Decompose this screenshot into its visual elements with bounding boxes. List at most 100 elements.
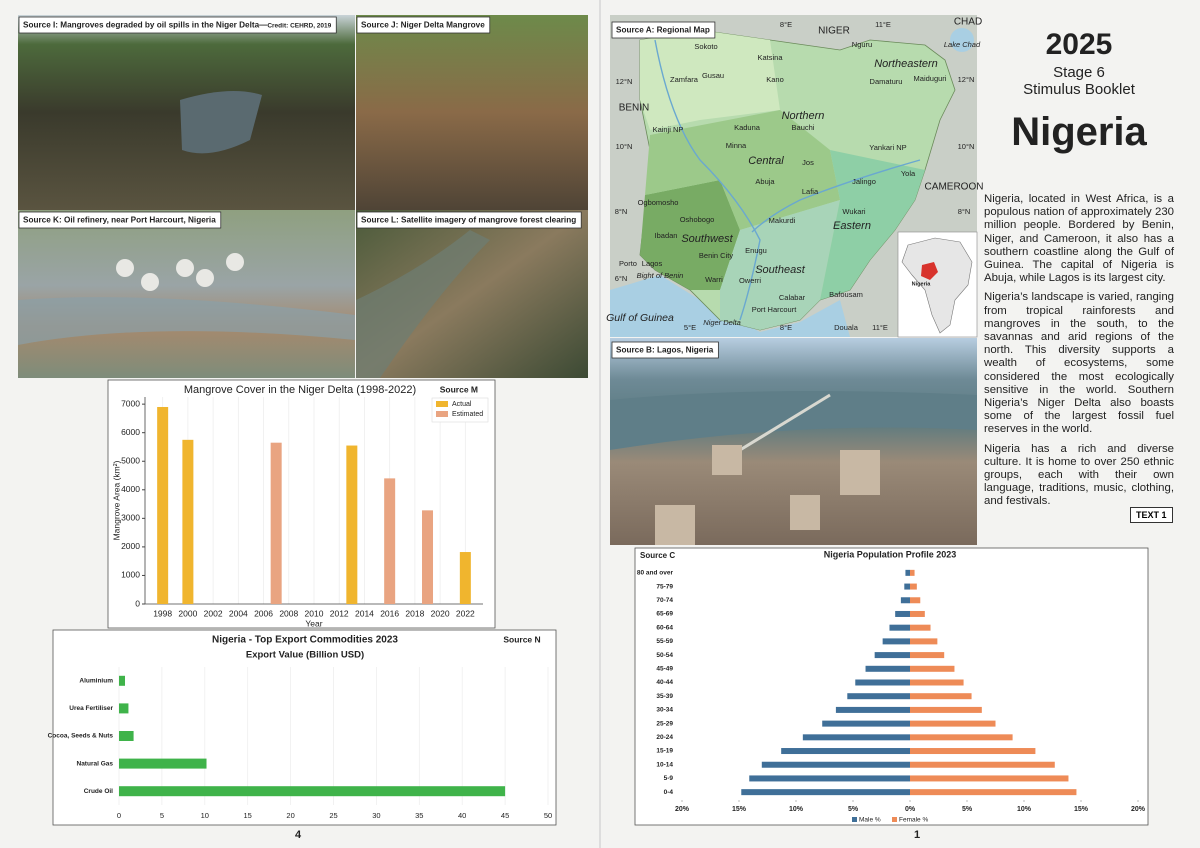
y-tick-label: Natural Gas [77, 760, 114, 767]
map-label: Gusau [702, 71, 724, 80]
caption-text: Source J: Niger Delta Mangrove [361, 21, 485, 30]
region-east [820, 150, 925, 300]
chart-frame [634, 547, 1149, 826]
paragraph: Nigeria’s landscape is varied, ranging f… [984, 291, 1174, 436]
page-number: 1 [914, 829, 920, 841]
map-label: Maiduguri [914, 74, 947, 83]
map-label: Jalingo [852, 177, 876, 186]
map-label: Bafousam [829, 290, 863, 299]
map-label: Porto [619, 259, 637, 268]
map-label: 8°N [615, 207, 628, 216]
legend-swatch [436, 411, 448, 417]
y-tick-label: 3000 [121, 513, 140, 523]
building [712, 445, 742, 475]
caption-credit: Credit: CEHRD, 2019 [267, 22, 331, 29]
page-number: 4 [295, 829, 302, 841]
bar [910, 638, 938, 645]
y-tick-label: 6000 [121, 427, 140, 437]
photo [356, 15, 588, 210]
y-tick-label: 45-49 [656, 666, 673, 673]
x-tick-label: 5 [160, 811, 164, 820]
map-label: Oshobogo [680, 215, 715, 224]
x-tick-label: 2012 [330, 608, 349, 618]
map-label: Minna [726, 141, 747, 150]
legend-label: Female % [899, 817, 928, 824]
y-tick-label: 80 and over [637, 570, 674, 577]
bar [910, 775, 1069, 782]
x-tick-label: 2006 [254, 608, 273, 618]
bar [761, 761, 910, 768]
bar [835, 706, 910, 713]
bar [874, 652, 910, 659]
bar [910, 706, 982, 713]
map-label: Lagos [642, 259, 663, 268]
bar [847, 693, 910, 700]
year: 2025 [1045, 28, 1113, 61]
river-benue [751, 159, 921, 233]
x-tick-label: 20% [1131, 806, 1146, 813]
y-tick-label: 30-34 [656, 707, 673, 714]
y-tick-label: 1000 [121, 570, 140, 580]
x-tick-label: 2022 [456, 608, 475, 618]
caption-text: Source K: Oil refinery, near Port Harcou… [23, 216, 216, 225]
sea [610, 275, 850, 337]
photo [18, 210, 355, 378]
map-label: Sokoto [694, 42, 717, 51]
caption: Source J: Niger Delta Mangrove [361, 21, 485, 30]
map-label: Bauchi [792, 123, 815, 132]
x-tick-label: 15% [1074, 806, 1089, 813]
bar [119, 731, 134, 741]
x-tick-label: 2020 [431, 608, 450, 618]
y-tick-label: 75-79 [656, 583, 673, 590]
x-tick-label: 20 [286, 811, 294, 820]
map-label: 11°E [875, 20, 891, 29]
caption-box [18, 211, 222, 229]
bar [384, 478, 396, 604]
stage: Stage 6 [1053, 64, 1105, 81]
map-label: Yola [901, 169, 916, 178]
y-tick-label: 5-9 [664, 775, 674, 782]
building [840, 450, 880, 495]
map-label: Enugu [745, 246, 767, 255]
map-label: 5°E [684, 323, 696, 332]
chart-source: Source C [640, 551, 675, 560]
caption-text: Source B: Lagos, Nigeria [616, 346, 714, 355]
x-axis-label: Year [305, 618, 322, 628]
bar [910, 597, 921, 604]
caption: Source B: Lagos, Nigeria [616, 346, 714, 355]
y-tick-label: 0 [135, 598, 140, 608]
map-label: Owerri [739, 276, 761, 285]
x-tick-label: 0% [905, 806, 916, 813]
bar [822, 720, 910, 727]
bar [119, 675, 126, 686]
booklet-title: Stimulus Booklet [1023, 81, 1135, 98]
map-label: Lake Chad [944, 40, 981, 49]
y-tick-label: 5000 [121, 455, 140, 465]
bar [910, 748, 1036, 755]
bridge [739, 393, 831, 452]
booklet-header: 2025 Stage 6 Stimulus Booklet Nigeria [984, 28, 1174, 155]
x-tick-label: 2018 [405, 608, 424, 618]
y-tick-label: 10-14 [656, 761, 673, 768]
legend-label: Male % [859, 817, 881, 824]
map-label: 8°E [780, 20, 792, 29]
caption: Source A: Regional Map [616, 26, 710, 35]
bar [855, 679, 910, 686]
map-label: Calabar [779, 293, 806, 302]
y-tick-label: 55-59 [656, 638, 673, 645]
map-label: Lafia [802, 187, 819, 196]
x-tick-label: 20% [675, 806, 690, 813]
chart-source: Source M [440, 384, 478, 394]
map-label: 8°E [780, 323, 792, 332]
map-label: Gulf of Guinea [606, 312, 674, 324]
bar [895, 610, 910, 617]
caption-text: Source A: Regional Map [616, 26, 710, 35]
bar [802, 734, 910, 741]
caption: Source K: Oil refinery, near Port Harcou… [23, 216, 216, 225]
map-label: Kano [766, 75, 784, 84]
bar [910, 789, 1077, 796]
x-tick-label: 10% [1017, 806, 1032, 813]
map-label: 8°N [958, 207, 971, 216]
building [790, 495, 820, 530]
